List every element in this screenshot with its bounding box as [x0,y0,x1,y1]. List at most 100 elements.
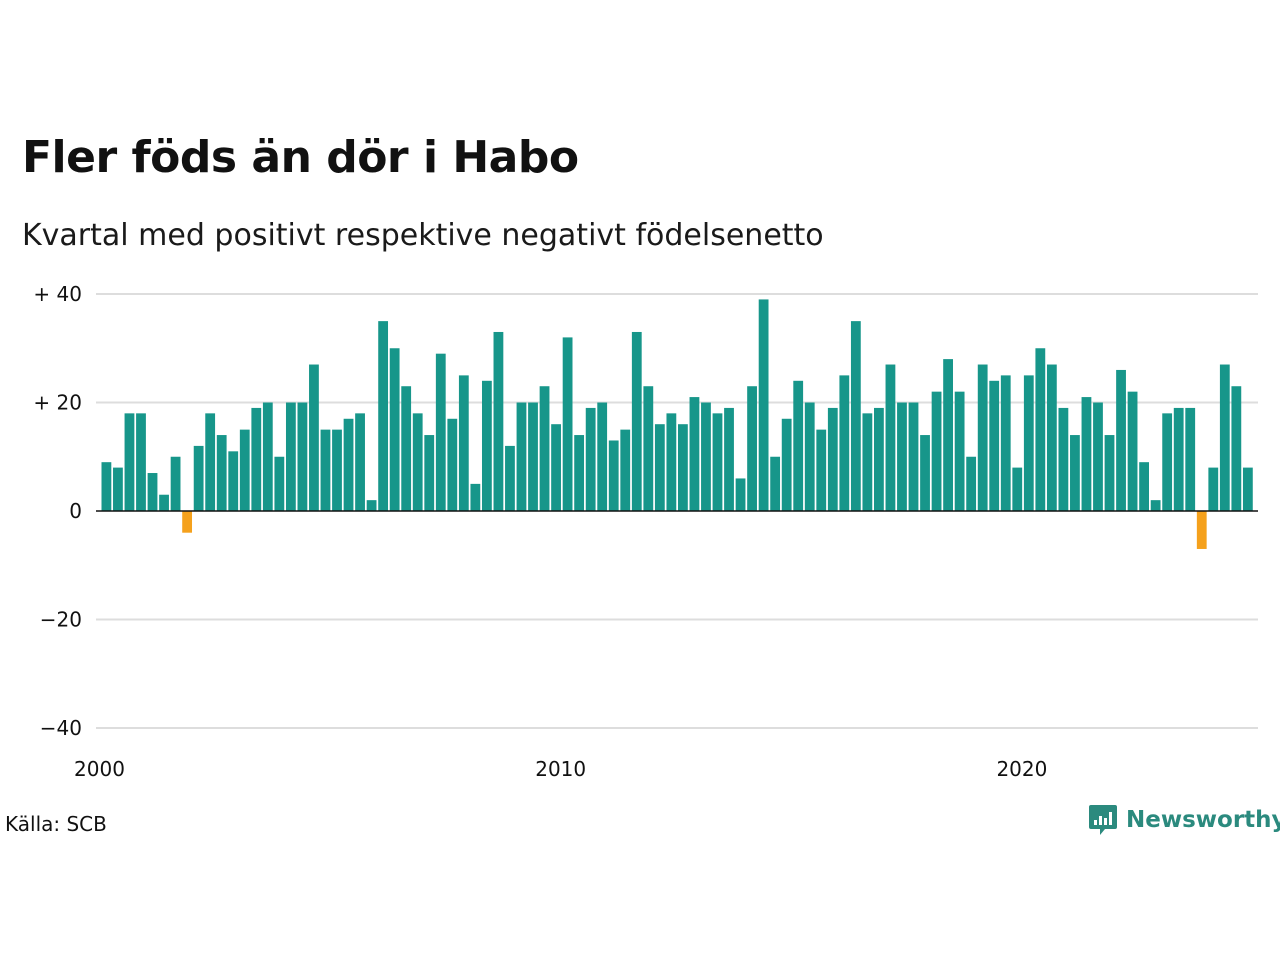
bar-positive [908,402,919,511]
bar-positive [770,456,781,511]
bar-chart: + 40 + 20 0 −20 −40 2000 2010 2020 [33,282,1258,781]
bar-positive [505,445,515,511]
y-tick-label: + 40 [33,282,82,306]
bar-positive [551,424,561,511]
bar-positive [1070,435,1080,511]
bar-positive [1035,348,1046,511]
bar-positive [528,402,538,511]
bar-positive [1231,386,1242,511]
brand-name: Newsworthy [1126,807,1280,833]
chart-subtitle: Kvartal med positivt respektive negativt… [22,218,824,253]
bar-positive [159,494,169,511]
bar-positive [274,456,285,511]
bar-positive [366,500,377,511]
bar-positive [205,413,216,511]
bar-positive [539,386,550,511]
bar-negative [182,511,193,533]
bar-positive [735,478,746,511]
bar-positive [793,380,804,511]
bar-positive [1093,402,1103,511]
bar-positive [1139,462,1149,511]
bar-positive [920,435,930,511]
bar-positive [977,364,988,511]
bar-positive [689,397,700,511]
bar-positive [1173,407,1184,511]
bar-positive [297,402,308,511]
bar-positive [262,402,273,511]
bar-positive [597,402,608,511]
bar-positive [378,321,389,511]
bar-positive [850,321,861,511]
bar-positive [435,353,446,511]
y-tick-labels: + 40 + 20 0 −20 −40 [33,282,82,740]
bar-positive [1162,413,1173,511]
bar-positive [113,467,123,511]
bar-positive [101,462,112,511]
bar-positive [712,413,723,511]
bar-positive [1127,391,1138,511]
x-tick-label: 2020 [996,757,1047,781]
bar-positive [124,413,135,511]
x-tick-label: 2000 [74,757,125,781]
bar-positive [620,429,631,511]
bar-positive [458,375,469,511]
bar-positive [574,435,585,511]
x-tick-labels: 2000 2010 2020 [74,757,1047,781]
chart-title: Fler föds än dör i Habo [22,132,579,183]
bar-positive [643,386,654,511]
bar-positive [424,435,435,511]
bar-positive [608,440,619,511]
bar-positive [332,429,342,511]
y-tick-label: −20 [40,608,82,632]
bar-positive [401,386,412,511]
bar-positive [562,337,573,511]
bar-positive [309,364,319,511]
chat-bubble-bar-chart-icon [1089,805,1117,835]
bar-positive [1185,407,1196,511]
bar-positive [228,451,239,511]
bar-positive [874,407,884,511]
bar-positive [862,413,873,511]
bar-positive [1012,467,1023,511]
bar-positive [170,456,181,511]
bar-positive [470,483,481,511]
bar-positive [1023,375,1034,511]
bar-positive [1242,467,1253,511]
bar-positive [885,364,896,511]
bar-positive [481,380,492,511]
bar-positive [239,429,250,511]
bar-positive [897,402,907,511]
bar-positive [193,445,204,511]
bar-positive [389,348,400,511]
bar-positive [931,391,942,511]
bar-positive [447,418,458,511]
bar-positive [1208,467,1219,511]
bar-positive [136,413,146,511]
bar-positive [1046,364,1057,511]
bar-positive [943,359,953,511]
bar-positive [493,331,504,511]
bar-positive [966,456,977,511]
bar-positive [1081,397,1092,511]
x-tick-label: 2010 [535,757,586,781]
bar-positive [781,418,792,511]
bar-positive [701,402,711,511]
bar-positive [1116,369,1126,511]
bar-positive [320,429,331,511]
brand-logo: Newsworthy [1088,803,1280,837]
bar-positive [285,402,296,511]
bar-positive [1219,364,1230,511]
bar-positive [804,402,815,511]
bar-positive [666,413,677,511]
bar-positive [516,402,527,511]
bar-positive [747,386,757,511]
bar-positive [585,407,596,511]
bar-positive [147,473,158,511]
bars [101,299,1253,549]
bar-positive [989,380,1000,511]
bar-positive [631,331,642,511]
bar-positive [678,424,688,511]
bar-positive [758,299,769,511]
bar-positive [343,418,354,511]
y-tick-label: + 20 [33,391,82,415]
